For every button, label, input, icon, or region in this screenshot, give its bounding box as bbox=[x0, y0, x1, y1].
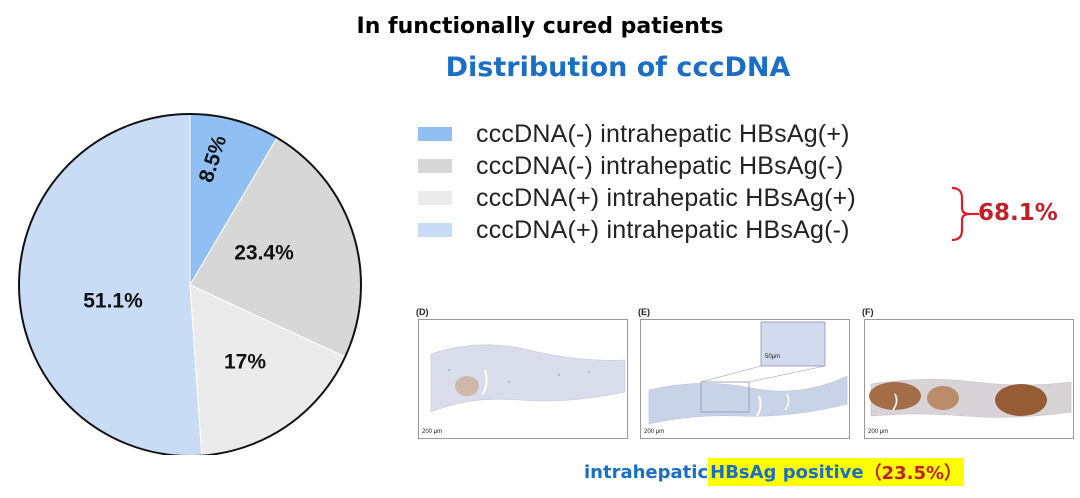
legend-swatch bbox=[418, 127, 452, 141]
pie-chart: 8.5%23.4%17%51.1% bbox=[18, 113, 362, 455]
pie-slice-label: 23.4% bbox=[234, 242, 294, 265]
bracket bbox=[951, 186, 979, 242]
tissue-image bbox=[648, 321, 848, 425]
panel-image: 50μm 200 μm bbox=[640, 319, 850, 439]
pie-outline bbox=[18, 113, 362, 455]
legend-swatch bbox=[418, 159, 452, 173]
scale-bar-label: 200 μm bbox=[868, 429, 889, 435]
bracket-label: 68.1% bbox=[978, 200, 1058, 226]
pie-slice-label: 17% bbox=[224, 351, 266, 374]
legend-label: cccDNA(+) intrahepatic HBsAg(-) bbox=[476, 215, 850, 244]
legend: cccDNA(-) intrahepatic HBsAg(+) cccDNA(-… bbox=[418, 118, 856, 246]
inset-scale-label: 50μm bbox=[765, 354, 781, 360]
tissue-image bbox=[869, 379, 1072, 418]
caption-text-3: （23.5%） bbox=[863, 463, 963, 484]
legend-label: cccDNA(+) intrahepatic HBsAg(+) bbox=[476, 183, 856, 212]
histology-panel-e: (E) 50μm 200 μm bbox=[638, 307, 850, 441]
pie-slice bbox=[18, 113, 203, 455]
legend-item: cccDNA(+) intrahepatic HBsAg(-) bbox=[418, 214, 856, 246]
legend-label: cccDNA(-) intrahepatic HBsAg(+) bbox=[476, 119, 850, 148]
caption-highlight: HBsAg positive （23.5%） bbox=[708, 458, 965, 486]
caption: intrahepatic HBsAg positive （23.5%） bbox=[584, 458, 965, 486]
panel-letter: (E) bbox=[638, 307, 650, 317]
panel-letter: (F) bbox=[862, 307, 874, 317]
panel-letter: (D) bbox=[416, 307, 429, 317]
legend-item: cccDNA(-) intrahepatic HBsAg(-) bbox=[418, 150, 856, 182]
scale-bar-label: 200 μm bbox=[644, 429, 665, 435]
legend-label: cccDNA(-) intrahepatic HBsAg(-) bbox=[476, 151, 844, 180]
chart-title: Distribution of cccDNA bbox=[445, 52, 791, 83]
legend-item: cccDNA(-) intrahepatic HBsAg(+) bbox=[418, 118, 856, 150]
legend-swatch bbox=[418, 223, 452, 237]
histology-panel-d: (D) 200 μm bbox=[416, 307, 628, 441]
caption-text-1: intrahepatic bbox=[584, 461, 709, 483]
legend-item: cccDNA(+) intrahepatic HBsAg(+) bbox=[418, 182, 856, 214]
pie-slice-label: 51.1% bbox=[83, 290, 143, 313]
chart-heading: In functionally cured patients bbox=[356, 14, 724, 39]
caption-text-2: HBsAg positive bbox=[710, 461, 864, 483]
tissue-image bbox=[430, 344, 626, 413]
scale-bar-label: 200 μm bbox=[422, 429, 443, 435]
panel-image: 200 μm bbox=[418, 319, 628, 439]
legend-swatch bbox=[418, 191, 452, 205]
panel-image: 200 μm bbox=[864, 319, 1074, 439]
histology-panel-f: (F) 200 μm bbox=[862, 307, 1074, 441]
